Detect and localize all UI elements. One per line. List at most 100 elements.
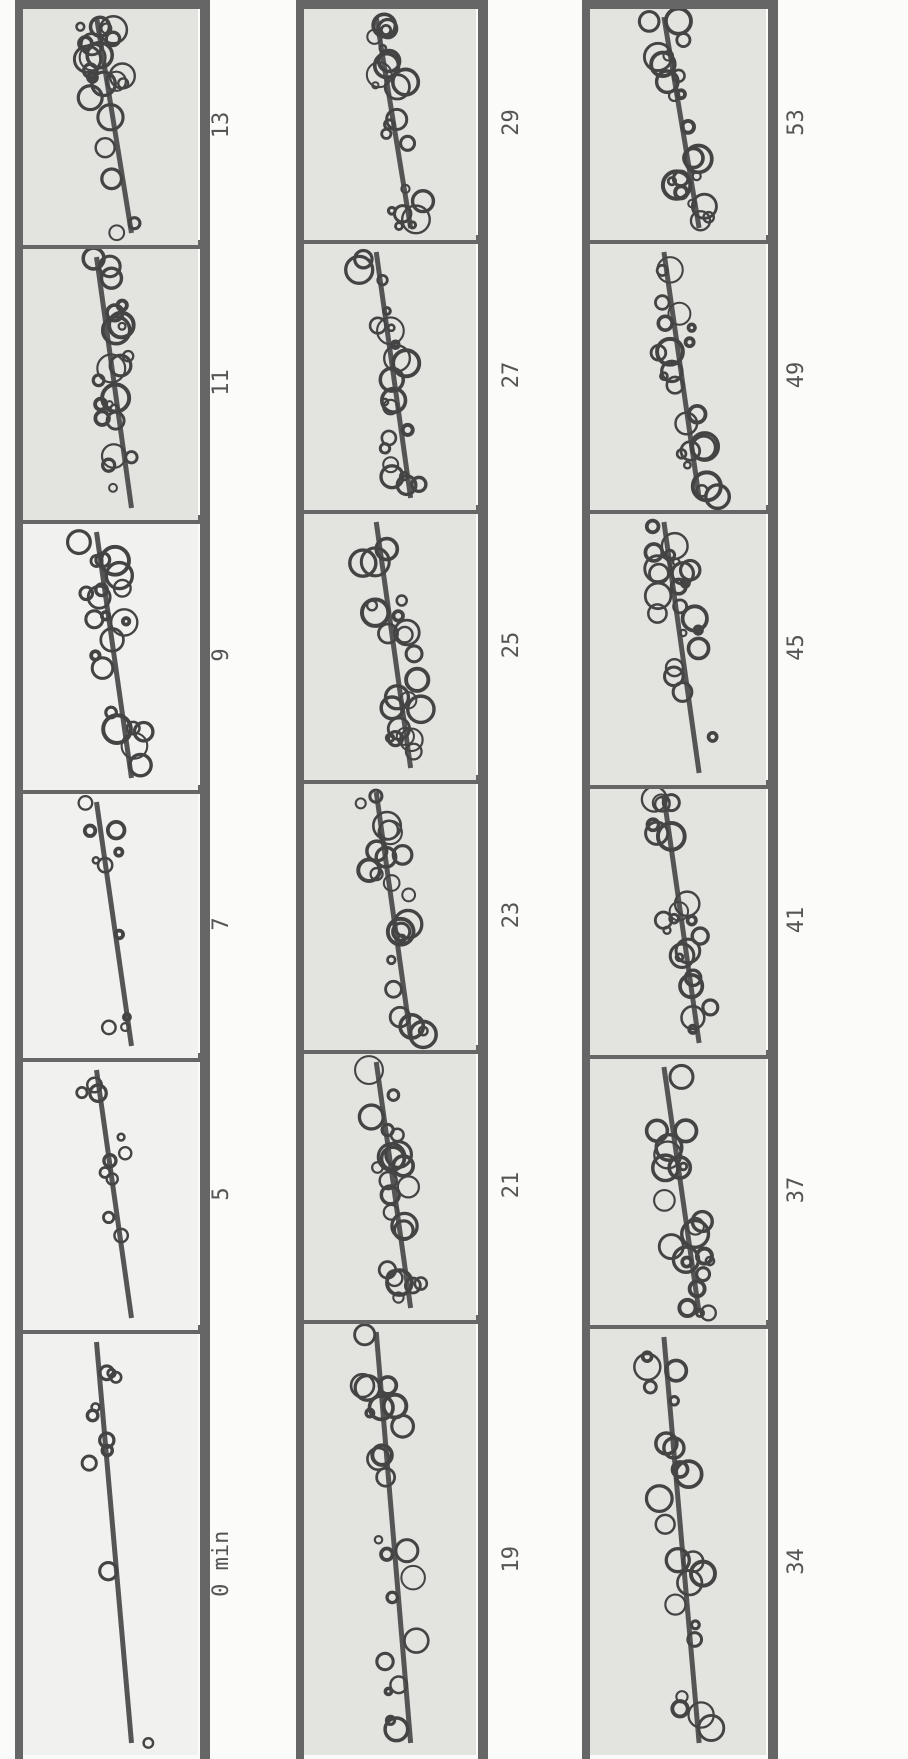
bubble xyxy=(90,656,115,680)
bubble xyxy=(695,483,709,498)
fracture-line xyxy=(373,791,414,1039)
bubble xyxy=(691,434,717,461)
bubble xyxy=(673,1459,704,1490)
bubble xyxy=(668,912,680,925)
frame-divider xyxy=(15,0,208,9)
fracture-line xyxy=(94,1069,134,1319)
bubble xyxy=(98,1431,116,1449)
bubble xyxy=(395,726,415,746)
bubble xyxy=(96,103,125,132)
frame-photo xyxy=(23,5,198,245)
bubble xyxy=(382,874,401,892)
film-strip: 19 21 23 25 27 29 xyxy=(296,0,524,1759)
bubble xyxy=(637,10,661,33)
time-label: 9 xyxy=(209,648,234,661)
bubble xyxy=(381,1392,409,1420)
bubble xyxy=(385,1590,400,1605)
bubble xyxy=(127,216,142,231)
bubble xyxy=(100,443,127,469)
bubble xyxy=(116,1132,126,1142)
bubble xyxy=(86,584,112,610)
bubble xyxy=(671,169,690,188)
bubble xyxy=(405,694,436,725)
time-label: 7 xyxy=(209,917,234,930)
bubble xyxy=(671,68,686,84)
bubble xyxy=(642,41,674,72)
bubble xyxy=(378,442,392,455)
bubble xyxy=(644,1484,674,1513)
time-label: 37 xyxy=(784,1177,809,1204)
bubble xyxy=(682,146,705,170)
bubble xyxy=(704,483,732,511)
frame-photo xyxy=(23,790,198,1058)
bubble xyxy=(96,353,127,384)
bubble xyxy=(386,954,397,966)
bubble xyxy=(678,1161,689,1172)
bubble xyxy=(381,306,392,316)
bubble xyxy=(690,926,710,946)
bubble xyxy=(408,220,418,230)
bubble xyxy=(689,210,712,232)
bubble xyxy=(673,1118,699,1144)
bubble xyxy=(379,1546,395,1562)
bubble xyxy=(670,1460,690,1479)
bubble xyxy=(128,752,153,778)
frame-photo xyxy=(23,1058,198,1330)
bubble xyxy=(354,797,367,810)
bubble xyxy=(413,1276,429,1291)
bubble xyxy=(692,624,704,636)
bubble xyxy=(679,628,688,638)
bubble xyxy=(349,1372,376,1399)
bubble xyxy=(396,933,407,944)
bubble xyxy=(99,627,125,653)
bubble xyxy=(706,731,719,743)
bubble xyxy=(668,1395,680,1407)
frame-photo xyxy=(304,5,476,240)
bubble xyxy=(674,937,702,965)
bubble xyxy=(366,1446,391,1472)
bubble xyxy=(108,353,133,378)
frame-photo xyxy=(590,240,766,510)
bubble xyxy=(365,839,389,863)
strip-edge-right xyxy=(478,0,488,1759)
bubble xyxy=(98,1166,112,1179)
bubble xyxy=(385,1268,414,1297)
bubble xyxy=(680,1005,706,1031)
bubble xyxy=(105,819,127,841)
bubble xyxy=(76,84,104,112)
bubble xyxy=(662,1436,686,1460)
bubble xyxy=(379,1145,406,1172)
bubble xyxy=(396,1175,421,1199)
bubble xyxy=(659,371,669,381)
bubble xyxy=(85,1076,103,1094)
bubble xyxy=(702,210,716,224)
bubble xyxy=(699,1304,718,1322)
bubble xyxy=(88,1083,108,1104)
strip-edge-left xyxy=(15,0,23,1759)
bubble xyxy=(394,1538,420,1564)
time-label: 11 xyxy=(209,369,234,396)
bubble xyxy=(663,548,677,562)
bubble xyxy=(376,17,399,40)
bubble xyxy=(98,15,129,45)
bubble xyxy=(690,470,723,503)
fracture-line xyxy=(94,1341,134,1744)
time-label: 53 xyxy=(784,109,809,136)
bubble xyxy=(376,273,389,287)
time-label: 27 xyxy=(499,362,524,389)
frame-photo xyxy=(590,1325,766,1755)
bubble xyxy=(408,1019,438,1050)
bubble xyxy=(404,666,431,693)
bubble xyxy=(142,1737,155,1749)
bubble xyxy=(678,973,705,1000)
bubble xyxy=(656,314,674,332)
bubble xyxy=(392,1291,405,1304)
bubble xyxy=(353,1323,377,1347)
bubble xyxy=(99,266,124,290)
bubble xyxy=(672,598,689,615)
bubble xyxy=(386,729,405,748)
bubble xyxy=(645,817,661,833)
bubble xyxy=(85,40,115,70)
bubble xyxy=(377,622,399,645)
bubble xyxy=(121,1012,132,1023)
